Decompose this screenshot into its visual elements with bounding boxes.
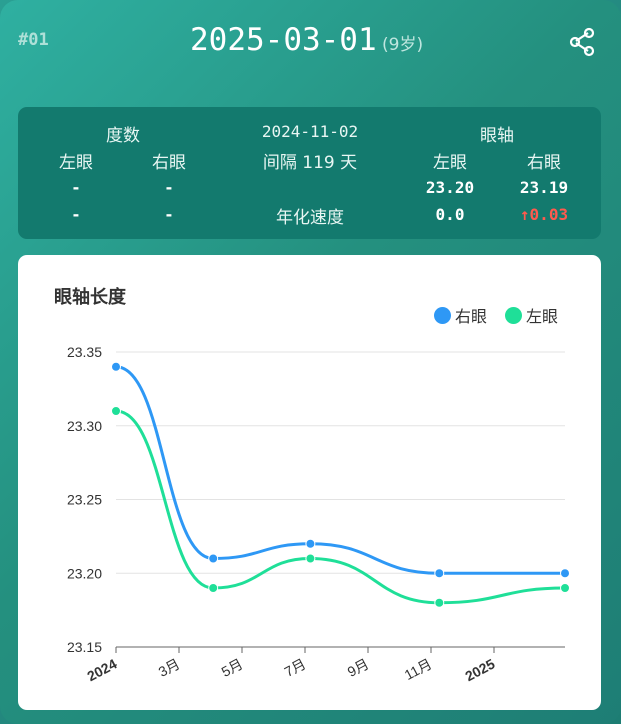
x-tick-label: 9月 bbox=[345, 656, 372, 680]
y-tick-label: 23.35 bbox=[67, 344, 102, 360]
share-icon[interactable] bbox=[566, 26, 598, 58]
degree-right-speed: - bbox=[164, 205, 174, 224]
data-point bbox=[111, 406, 121, 416]
y-tick-label: 23.20 bbox=[67, 565, 102, 581]
degree-right-eye-label: 右眼 bbox=[152, 153, 186, 173]
degree-header: 度数 bbox=[106, 126, 140, 146]
x-tick-label: 3月 bbox=[156, 656, 183, 680]
data-point bbox=[305, 538, 316, 549]
previous-date: 2024-11-02 bbox=[261, 122, 359, 141]
degree-right-value: - bbox=[164, 178, 174, 197]
y-tick-label: 23.30 bbox=[67, 418, 102, 434]
annual-speed-label: 年化速度 bbox=[276, 208, 344, 228]
degree-left-value: - bbox=[71, 178, 81, 197]
legend-label-right: 右眼 bbox=[455, 307, 488, 326]
y-tick-label: 23.15 bbox=[67, 639, 102, 655]
series-line bbox=[115, 365, 565, 575]
legend-item-left-eye[interactable]: 左眼 bbox=[505, 303, 558, 327]
x-tick-label: 2025 bbox=[462, 655, 497, 684]
data-point bbox=[208, 553, 219, 564]
interval-label: 间隔 119 天 bbox=[262, 153, 358, 173]
age-label: (9岁) bbox=[382, 35, 424, 55]
chart-title: 眼轴长度 bbox=[54, 287, 126, 308]
legend-marker-left bbox=[505, 306, 522, 324]
axis-header: 眼轴 bbox=[480, 126, 514, 146]
data-point bbox=[305, 553, 316, 564]
axis-left-speed: 0.0 bbox=[435, 205, 465, 224]
record-index: #01 bbox=[18, 30, 49, 50]
axis-right-speed: ↑0.03 bbox=[519, 205, 569, 224]
axis-left-value: 23.20 bbox=[425, 178, 475, 197]
axis-right-value: 23.19 bbox=[519, 178, 569, 197]
data-point bbox=[560, 583, 570, 593]
series-line bbox=[115, 409, 566, 605]
data-point bbox=[208, 583, 219, 593]
legend-label-left: 左眼 bbox=[526, 307, 559, 326]
data-point bbox=[434, 568, 445, 579]
axis-right-eye-label: 右眼 bbox=[527, 153, 561, 173]
degree-left-eye-label: 左眼 bbox=[59, 153, 93, 173]
y-tick-label: 23.25 bbox=[67, 492, 102, 508]
summary-panel: 度数 2024-11-02 眼轴 左眼 右眼 间隔 119 天 左眼 右眼 - … bbox=[18, 107, 601, 239]
record-date: 2025-03-01 bbox=[190, 22, 377, 58]
degree-left-speed: - bbox=[71, 205, 81, 224]
chart-card: 眼轴长度 右眼 左眼 23.35 23.30 23.25 23.20 23.15 2024… bbox=[18, 255, 601, 710]
axis-left-eye-label: 左眼 bbox=[433, 153, 467, 173]
legend-item-right-eye[interactable]: 右眼 bbox=[434, 303, 487, 327]
data-point bbox=[560, 568, 570, 579]
data-point bbox=[111, 361, 121, 372]
x-tick-label: 7月 bbox=[282, 656, 309, 680]
data-point bbox=[434, 597, 445, 608]
x-tick-label: 5月 bbox=[219, 656, 246, 680]
legend-marker-right bbox=[434, 306, 451, 324]
x-tick-label: 11月 bbox=[402, 656, 435, 684]
x-tick-label: 2024 bbox=[84, 655, 119, 684]
